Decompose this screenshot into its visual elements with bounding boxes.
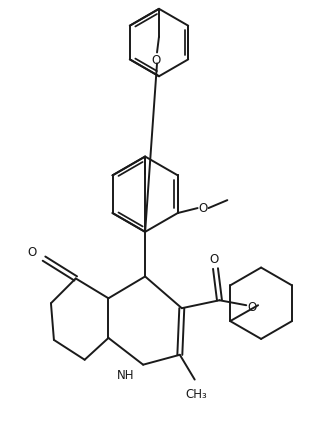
Text: O: O [152,54,161,67]
Text: O: O [27,246,37,259]
Text: O: O [248,300,257,313]
Text: CH₃: CH₃ [186,387,208,400]
Text: NH: NH [116,368,134,381]
Text: O: O [209,253,218,266]
Text: O: O [198,201,207,214]
